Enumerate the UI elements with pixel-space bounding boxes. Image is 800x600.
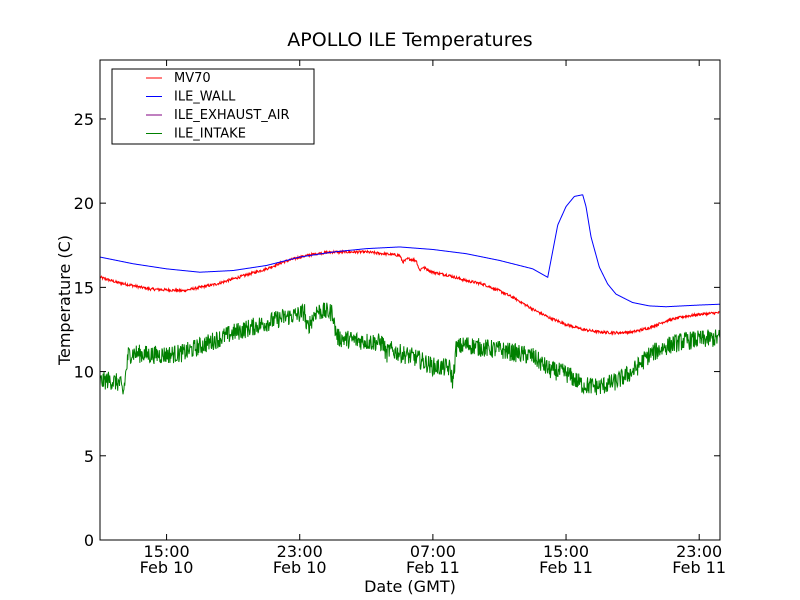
- x-tick-label-time: 23:00: [676, 542, 722, 561]
- series-line-mv70: [100, 249, 720, 336]
- y-tick-label: 5: [84, 447, 94, 466]
- y-tick-label: 15: [74, 278, 94, 297]
- legend-frame: [111, 68, 315, 145]
- x-tick-label-date: Feb 10: [140, 558, 194, 577]
- series-line-ile-wall: [100, 194, 720, 308]
- plot-frame: [99, 59, 721, 541]
- y-tick-label: 0: [84, 531, 94, 550]
- legend-label: MV70: [174, 71, 211, 86]
- y-tick-label: 10: [74, 363, 94, 382]
- series-line-ile-intake: [100, 302, 720, 396]
- x-tick-label-date: Feb 11: [539, 558, 593, 577]
- x-tick-label-date: Feb 11: [672, 558, 726, 577]
- legend-label: ILE_EXHAUST_AIR: [174, 108, 290, 123]
- y-axis-label: Temperature (C): [55, 235, 74, 366]
- legend-label: ILE_INTAKE: [174, 127, 246, 142]
- x-tick-label-time: 15:00: [144, 542, 190, 561]
- legend-label: ILE_WALL: [174, 90, 236, 105]
- x-axis-label: Date (GMT): [364, 577, 456, 596]
- x-tick-label-time: 23:00: [277, 542, 323, 561]
- legend: MV70 ILE_WALL ILE_EXHAUST_AIR ILE_INTAKE: [111, 68, 315, 145]
- y-tick-label: 25: [74, 110, 94, 129]
- y-tick-label: 20: [74, 194, 94, 213]
- x-tick-label-date: Feb 10: [273, 558, 327, 577]
- x-tick-label-time: 15:00: [543, 542, 589, 561]
- x-tick-label-date: Feb 11: [406, 558, 460, 577]
- chart-title: APOLLO ILE Temperatures: [287, 29, 532, 51]
- x-tick-label-time: 07:00: [410, 542, 456, 561]
